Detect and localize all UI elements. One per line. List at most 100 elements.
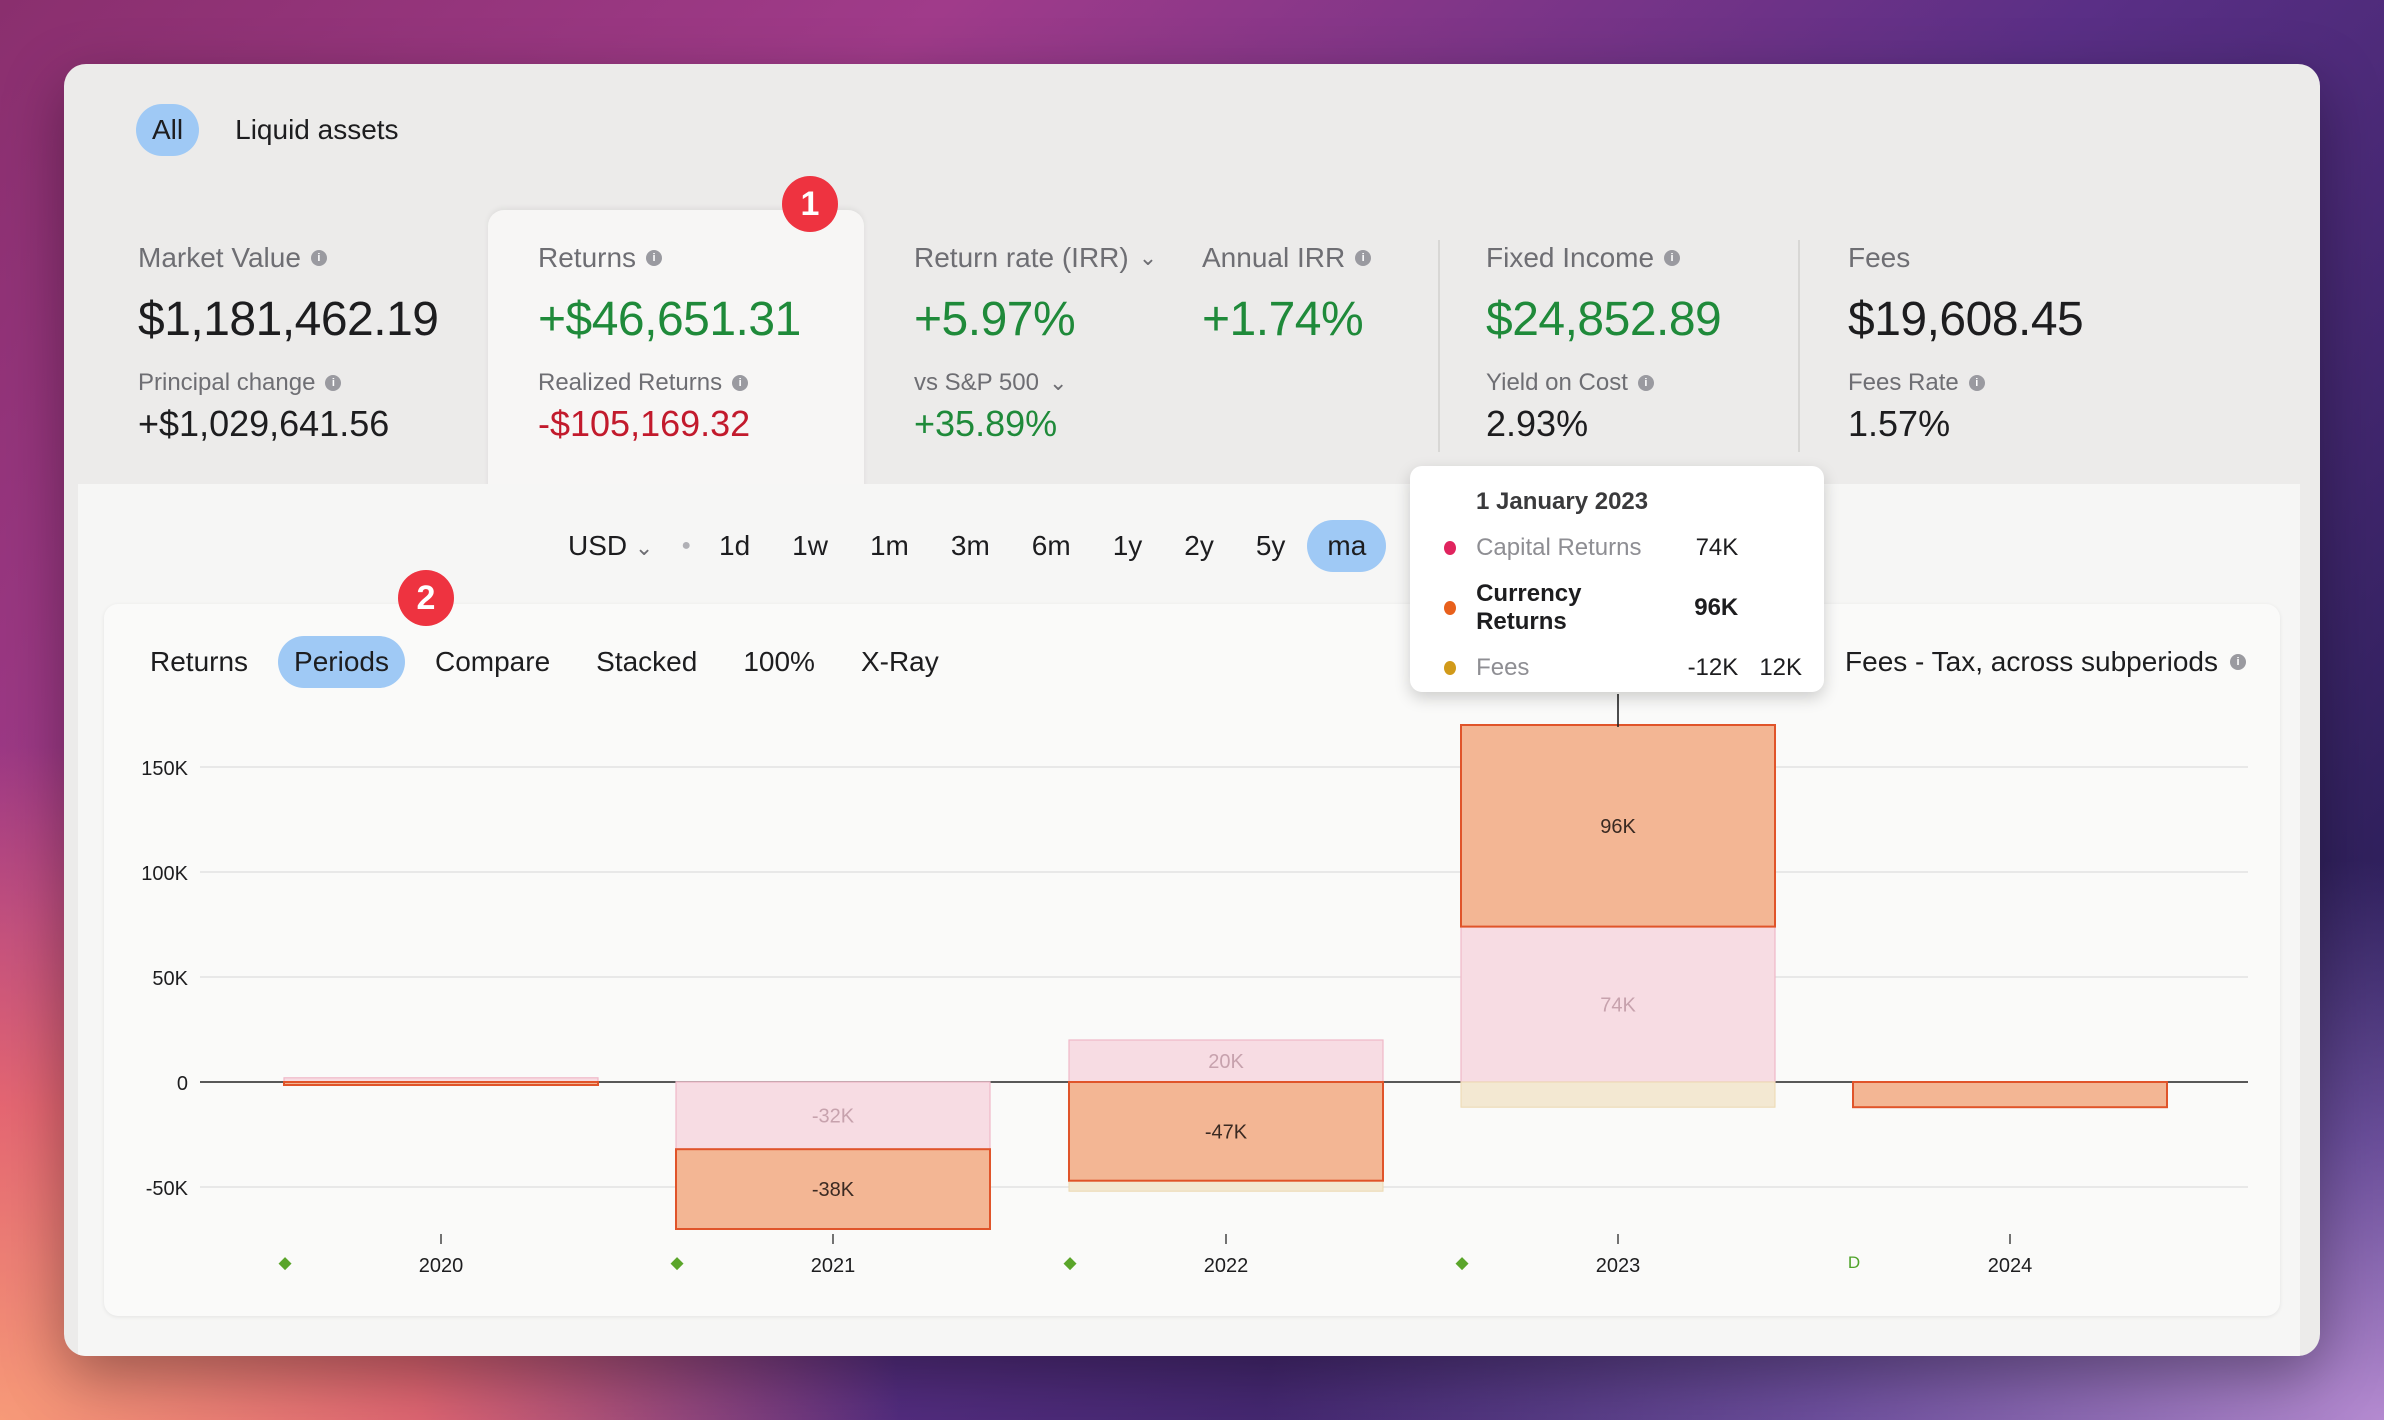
returns-value: +$46,651.31 bbox=[538, 293, 801, 346]
y-tick-label: 50K bbox=[152, 968, 188, 990]
legend-dot bbox=[1444, 661, 1457, 675]
info-icon[interactable]: i bbox=[325, 375, 342, 391]
chart-mode-text: Fees - Tax, across subperiods bbox=[1845, 646, 2218, 677]
returns-label: Returns bbox=[538, 242, 637, 273]
y-tick-label: 0 bbox=[177, 1073, 188, 1095]
range-selector: USD ⌄ ● 1d 1w 1m 3m 6m 1y 2y 5y ma bbox=[548, 520, 1387, 572]
range-2y[interactable]: 2y bbox=[1184, 530, 1214, 561]
data-label: -38K bbox=[812, 1179, 855, 1201]
info-icon[interactable]: i bbox=[732, 375, 749, 391]
bar-fees bbox=[1460, 1081, 1776, 1108]
legend-dot bbox=[1444, 541, 1457, 555]
chart-tooltip: 1 January 2023 Capital Returns 74K Curre… bbox=[1410, 466, 1824, 692]
badge-one: 1 bbox=[782, 176, 838, 232]
portfolio-scope-tabs: All Liquid assets bbox=[136, 104, 415, 156]
legend-dot bbox=[1444, 601, 1457, 615]
currency-label: USD bbox=[568, 530, 628, 561]
info-icon[interactable]: i bbox=[1637, 375, 1654, 391]
data-label: -47K bbox=[1205, 1121, 1248, 1143]
range-1w[interactable]: 1w bbox=[792, 530, 828, 561]
chart-tab-x-ray[interactable]: X-Ray bbox=[860, 646, 939, 677]
range-5y[interactable]: 5y bbox=[1255, 530, 1286, 561]
tooltip-row-currency: Currency Returns 96K bbox=[1432, 580, 1802, 636]
x-tick-label: 2023 bbox=[1596, 1255, 1641, 1277]
period-marker: ◆ bbox=[1455, 1253, 1469, 1272]
tab-all[interactable]: All bbox=[136, 104, 200, 156]
chart-tab-compare[interactable]: Compare bbox=[434, 646, 551, 677]
bar-fees bbox=[1068, 1180, 1384, 1192]
tooltip-series-name: Currency Returns bbox=[1476, 580, 1582, 635]
benchmark-dropdown[interactable]: vs S&P 500 ⌄ bbox=[914, 369, 1157, 397]
y-tick-label: -50K bbox=[146, 1178, 189, 1200]
chevron-down-icon: ⌄ bbox=[634, 535, 654, 560]
returns-metric: Returns i +$46,651.31 Realized Returns i -… bbox=[538, 242, 801, 445]
fees-rate-value: 1.57% bbox=[1848, 403, 1951, 444]
chart-tab-100-percent[interactable]: 100% bbox=[743, 646, 815, 677]
bar-currency-returns bbox=[1460, 724, 1776, 928]
chart-view-tabs: Returns Periods Compare Stacked 100% X-R… bbox=[134, 636, 955, 688]
data-label: -32K bbox=[812, 1106, 855, 1128]
period-marker: ◆ bbox=[278, 1253, 292, 1272]
badge-two: 2 bbox=[398, 570, 454, 626]
info-icon[interactable]: i bbox=[1968, 375, 1985, 391]
chart-tab-periods[interactable]: Periods bbox=[278, 636, 405, 688]
benchmark-label: vs S&P 500 bbox=[914, 369, 1039, 396]
x-tick-label: 2021 bbox=[811, 1255, 856, 1277]
range-3m[interactable]: 3m bbox=[950, 530, 990, 561]
tooltip-date: 1 January 2023 bbox=[1476, 488, 1649, 515]
bar-capital-returns bbox=[675, 1081, 991, 1150]
fees-rate-label: Fees Rate bbox=[1848, 369, 1959, 396]
chart-tab-stacked[interactable]: Stacked bbox=[596, 646, 698, 677]
separator-dot: ● bbox=[681, 537, 692, 554]
periods-chart: 150K 100K 50K 0 -50K 2020 ◆ -32K -38K 2021 ◆ 20K -47… bbox=[141, 694, 2248, 1277]
data-label: 96K bbox=[1600, 816, 1636, 838]
y-tick-label: 150K bbox=[141, 758, 188, 780]
info-icon[interactable]: i bbox=[646, 250, 663, 266]
data-label: 20K bbox=[1208, 1051, 1244, 1073]
bar-currency-returns bbox=[675, 1148, 991, 1231]
tooltip-row-capital: Capital Returns 74K bbox=[1432, 534, 1802, 562]
range-1m[interactable]: 1m bbox=[869, 530, 909, 561]
annual-irr-label: Annual IRR bbox=[1202, 242, 1346, 273]
tooltip-row-fees: Fees -12K 12K bbox=[1432, 654, 1802, 682]
fixed-income-metric: Fixed Income i $24,852.89 Yield on Cost i … bbox=[1486, 242, 1722, 445]
x-tick-label: 2020 bbox=[419, 1255, 464, 1277]
chart-card: Returns Periods Compare Stacked 100% X-R… bbox=[104, 604, 2280, 1316]
x-tick-label: 2022 bbox=[1204, 1255, 1249, 1277]
range-6m[interactable]: 6m bbox=[1031, 530, 1071, 561]
chart-tab-returns[interactable]: Returns bbox=[150, 646, 249, 677]
market-value-label: Market Value bbox=[138, 242, 301, 273]
return-rate-value: +5.97% bbox=[914, 293, 1076, 346]
info-icon[interactable]: i bbox=[310, 250, 327, 266]
range-1d[interactable]: 1d bbox=[719, 530, 751, 561]
data-label: 74K bbox=[1600, 994, 1636, 1016]
info-icon[interactable]: i bbox=[1355, 250, 1372, 266]
return-rate-label: Return rate (IRR) bbox=[914, 242, 1129, 273]
tooltip-series-value: 74K bbox=[1695, 534, 1739, 561]
yield-on-cost-label: Yield on Cost bbox=[1486, 369, 1628, 396]
bar-currency-returns bbox=[1852, 1081, 2168, 1109]
yield-on-cost-value: 2.93% bbox=[1486, 403, 1589, 444]
return-rate-dropdown[interactable]: Return rate (IRR) ⌄ bbox=[914, 242, 1157, 274]
x-tick-label: 2024 bbox=[1988, 1255, 2033, 1277]
bar-currency-returns bbox=[1068, 1081, 1384, 1182]
bar-capital-returns bbox=[1460, 926, 1776, 1083]
divider bbox=[1438, 240, 1440, 452]
bar-currency-returns bbox=[283, 1081, 599, 1086]
principal-change-label: Principal change bbox=[138, 369, 316, 396]
currency-dropdown[interactable]: USD ⌄ bbox=[548, 520, 673, 572]
divider bbox=[1798, 240, 1800, 452]
info-icon[interactable]: i bbox=[2230, 654, 2246, 670]
info-icon[interactable]: i bbox=[1664, 250, 1681, 266]
fees-metric: Fees $19,608.45 Fees Rate i 1.57% bbox=[1848, 242, 2084, 445]
annual-irr-value: +1.74% bbox=[1202, 293, 1364, 346]
benchmark-value: +35.89% bbox=[914, 403, 1058, 444]
tooltip-series-extra: 12K bbox=[1759, 654, 1803, 681]
tab-liquid-assets[interactable]: Liquid assets bbox=[235, 114, 399, 145]
fees-label: Fees bbox=[1848, 242, 1911, 273]
fees-value: $19,608.45 bbox=[1848, 293, 2084, 346]
range-1y[interactable]: 1y bbox=[1112, 530, 1143, 561]
range-max[interactable]: ma bbox=[1307, 520, 1387, 572]
market-value-metric: Market Value i $1,181,462.19 Principal ch… bbox=[138, 242, 439, 445]
realized-returns-value: -$105,169.32 bbox=[538, 403, 751, 444]
